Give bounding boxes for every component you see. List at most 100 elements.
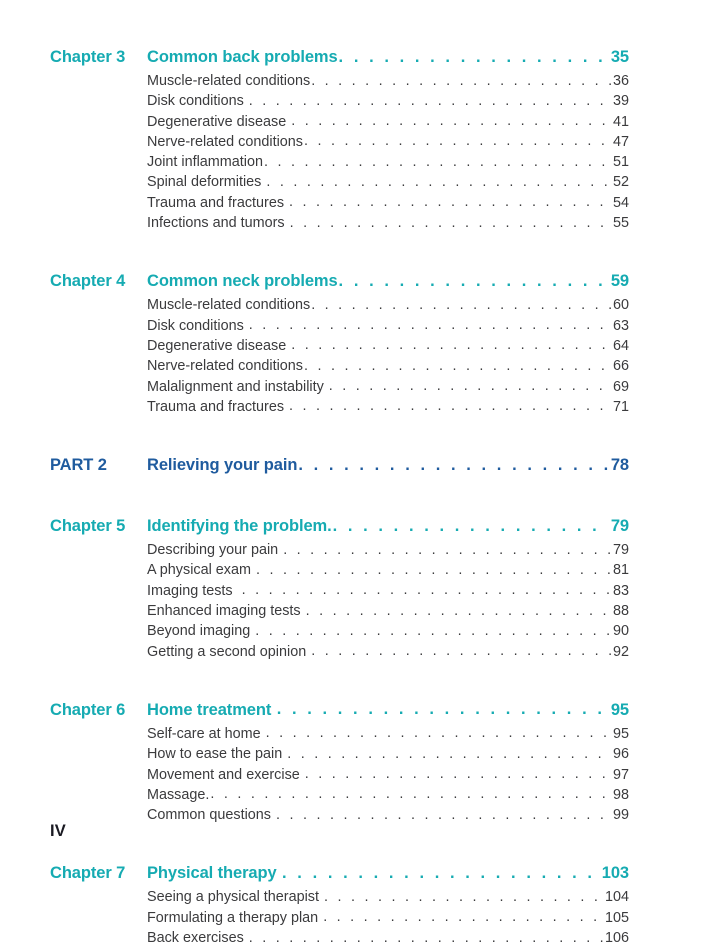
toc-entry-body: Movement and exercise . . . . . . . . . …: [147, 765, 629, 785]
chapter-heading-page-number: 95: [610, 700, 629, 719]
chapter-heading-title: Common neck problems: [147, 272, 338, 291]
toc-entry-row: Getting a second opinion . . . . . . . .…: [50, 642, 629, 662]
toc-entry-title: How to ease the pain: [147, 746, 287, 763]
toc-entry-title: Getting a second opinion: [147, 643, 311, 660]
dot-leader: . . . . . . . . . . . . . . . . . . . . …: [275, 806, 611, 823]
toc-entry-title: Disk conditions: [147, 93, 248, 110]
toc-entry-row: Movement and exercise . . . . . . . . . …: [50, 765, 629, 785]
toc-entry-page-number: 97: [612, 766, 629, 783]
toc-entry-title: Spinal deformities: [147, 174, 266, 191]
toc-entry-row: Describing your pain . . . . . . . . . .…: [50, 540, 629, 560]
chapter-heading-label: Chapter 5: [50, 517, 126, 536]
toc-entry-row: Massage.. . . . . . . . . . . . . . . . …: [50, 785, 629, 805]
chapter-heading-row: Chapter 5 Identifying the problem.. . . .…: [50, 514, 629, 539]
chapter-block: Chapter 7 Physical therapy . . . . . . . …: [50, 861, 629, 948]
toc-entry-page-number: 52: [612, 174, 629, 191]
toc-entry-row: Formulating a therapy plan . . . . . . .…: [50, 908, 629, 928]
chapter-heading-body: Physical therapy . . . . . . . . . . . .…: [147, 861, 629, 886]
toc-entry-body: How to ease the pain . . . . . . . . . .…: [147, 744, 629, 764]
chapter-heading-label: Chapter 4: [50, 272, 126, 291]
chapter-block: Chapter 5 Identifying the problem.. . . .…: [50, 514, 629, 662]
toc-entry-title: Describing your pain: [147, 542, 283, 559]
dot-leader: . . . . . . . . . . . . . . . . . . . . …: [338, 47, 608, 66]
toc-entry-body: Self-care at home . . . . . . . . . . . …: [147, 724, 629, 744]
chapter-heading-page-number: 103: [601, 864, 629, 883]
toc-entry-title: Malalignment and instability: [147, 378, 328, 395]
chapter-heading-page-number: 35: [610, 48, 629, 66]
dot-leader: . . . . . . . . . . . . . . . . . . . . …: [338, 271, 608, 290]
toc-entry-title: Formulating a therapy plan: [147, 909, 323, 926]
toc-entry-body: Nerve-related conditions. . . . . . . . …: [147, 356, 629, 376]
dot-leader: . . . . . . . . . . . . . . . . . . . . …: [328, 378, 611, 395]
toc-entry-row: A physical exam . . . . . . . . . . . . …: [50, 560, 629, 580]
toc-entry-page-number: 47: [612, 133, 629, 150]
toc-entry-body: Joint inflammation. . . . . . . . . . . …: [147, 152, 629, 172]
dot-leader: . . . . . . . . . . . . . . . . . . . . …: [248, 317, 611, 334]
toc-entry-page-number: 55: [612, 215, 629, 232]
dot-leader: . . . . . . . . . . . . . . . . . . . . …: [303, 357, 611, 374]
toc-entry-row: Muscle-related conditions. . . . . . . .…: [50, 295, 629, 315]
toc-entry-row: Spinal deformities . . . . . . . . . . .…: [50, 172, 629, 192]
toc-entry-page-number: 63: [612, 317, 629, 334]
dot-leader: . . . . . . . . . . . . . . . . . . . . …: [303, 133, 611, 150]
toc-entry-page-number: 81: [612, 562, 629, 579]
dot-leader: . . . . . . . . . . . . . . . . . . . . …: [289, 398, 611, 415]
dot-leader: . . . . . . . . . . . . . . . . . . . . …: [291, 337, 611, 354]
part-heading-title: Relieving your pain: [147, 456, 298, 475]
toc-entry-body: Malalignment and instability . . . . . .…: [147, 377, 629, 397]
toc-entry-title: Beyond imaging: [147, 623, 255, 640]
dot-leader: . . . . . . . . . . . . . . . . . . . . …: [298, 455, 608, 474]
block-spacer: [50, 678, 629, 698]
chapter-heading-label: Chapter 6: [50, 700, 126, 719]
toc-entry-row: Trauma and fractures . . . . . . . . . .…: [50, 397, 629, 417]
dot-leader: . . . . . . . . . . . . . . . . . . . . …: [324, 888, 603, 905]
toc-entry-body: Degenerative disease . . . . . . . . . .…: [147, 112, 629, 132]
toc-entry-row: Imaging tests . . . . . . . . . . . . . …: [50, 581, 629, 601]
toc-entry-title: Movement and exercise: [147, 766, 304, 783]
toc-entry-page-number: 98: [612, 786, 629, 803]
chapter-heading-body: Home treatment . . . . . . . . . . . . .…: [147, 698, 629, 723]
toc-entry-page-number: 39: [612, 93, 629, 110]
toc-page: Chapter 3 Common back problems. . . . . .…: [50, 45, 630, 947]
toc-entry-page-number: 51: [612, 154, 629, 171]
toc-entry-page-number: 99: [612, 807, 629, 824]
toc-entry-row: Enhanced imaging tests . . . . . . . . .…: [50, 601, 629, 621]
toc-entry-title: Massage.: [147, 786, 210, 803]
toc-entry-title: Common questions: [147, 807, 275, 824]
toc-entry-page-number: 106: [604, 930, 629, 947]
toc-entry-title: A physical exam: [147, 562, 255, 579]
chapter-heading-page-number: 79: [610, 517, 629, 536]
toc-entry-row: Malalignment and instability . . . . . .…: [50, 377, 629, 397]
dot-leader: . . . . . . . . . . . . . . . . . . . . …: [289, 214, 611, 231]
toc-entry-row: Muscle-related conditions. . . . . . . .…: [50, 71, 629, 91]
toc-entry-row: Nerve-related conditions. . . . . . . . …: [50, 132, 629, 152]
toc-entry-title: Imaging tests: [147, 582, 241, 599]
toc-entry-page-number: 79: [612, 542, 629, 559]
toc-entry-body: Massage.. . . . . . . . . . . . . . . . …: [147, 785, 629, 805]
toc-entry-title: Muscle-related conditions: [147, 73, 311, 89]
toc-entry-row: Self-care at home . . . . . . . . . . . …: [50, 724, 629, 744]
toc-entry-body: Nerve-related conditions. . . . . . . . …: [147, 132, 629, 152]
chapter-heading-row: Chapter 6 Home treatment . . . . . . . . …: [50, 698, 629, 723]
dot-leader: . . . . . . . . . . . . . . . . . . . . …: [311, 72, 611, 89]
dot-leader: . . . . . . . . . . . . . . . . . . . . …: [311, 296, 611, 313]
dot-leader: . . . . . . . . . . . . . . . . . . . . …: [291, 113, 611, 130]
toc-entry-page-number: 105: [604, 909, 629, 926]
dot-leader: . . . . . . . . . . . . . . . . . . . . …: [305, 602, 611, 619]
dot-leader: . . . . . . . . . . . . . . . . . . . . …: [323, 909, 603, 926]
toc-entry-body: Enhanced imaging tests . . . . . . . . .…: [147, 601, 629, 621]
dot-leader: . . . . . . . . . . . . . . . . . . . . …: [282, 863, 599, 882]
chapter-heading-row: Chapter 4 Common neck problems. . . . . .…: [50, 269, 629, 294]
part-heading-label: PART 2: [50, 456, 107, 475]
block-spacer: [50, 841, 629, 861]
toc-entry-page-number: 54: [612, 194, 629, 211]
chapter-heading-label: Chapter 3: [50, 48, 126, 66]
dot-leader: . . . . . . . . . . . . . . . . . . . . …: [255, 561, 611, 578]
chapter-block: Chapter 3 Common back problems. . . . . .…: [50, 45, 629, 233]
part-heading-row: PART 2 Relieving your pain. . . . . . . .…: [50, 453, 629, 478]
chapter-block: Chapter 4 Common neck problems. . . . . .…: [50, 269, 629, 417]
toc-entry-body: Degenerative disease . . . . . . . . . .…: [147, 336, 629, 356]
toc-entry-body: Trauma and fractures . . . . . . . . . .…: [147, 397, 629, 417]
toc-entry-page-number: 90: [612, 623, 629, 640]
toc-entry-page-number: 41: [612, 113, 629, 130]
